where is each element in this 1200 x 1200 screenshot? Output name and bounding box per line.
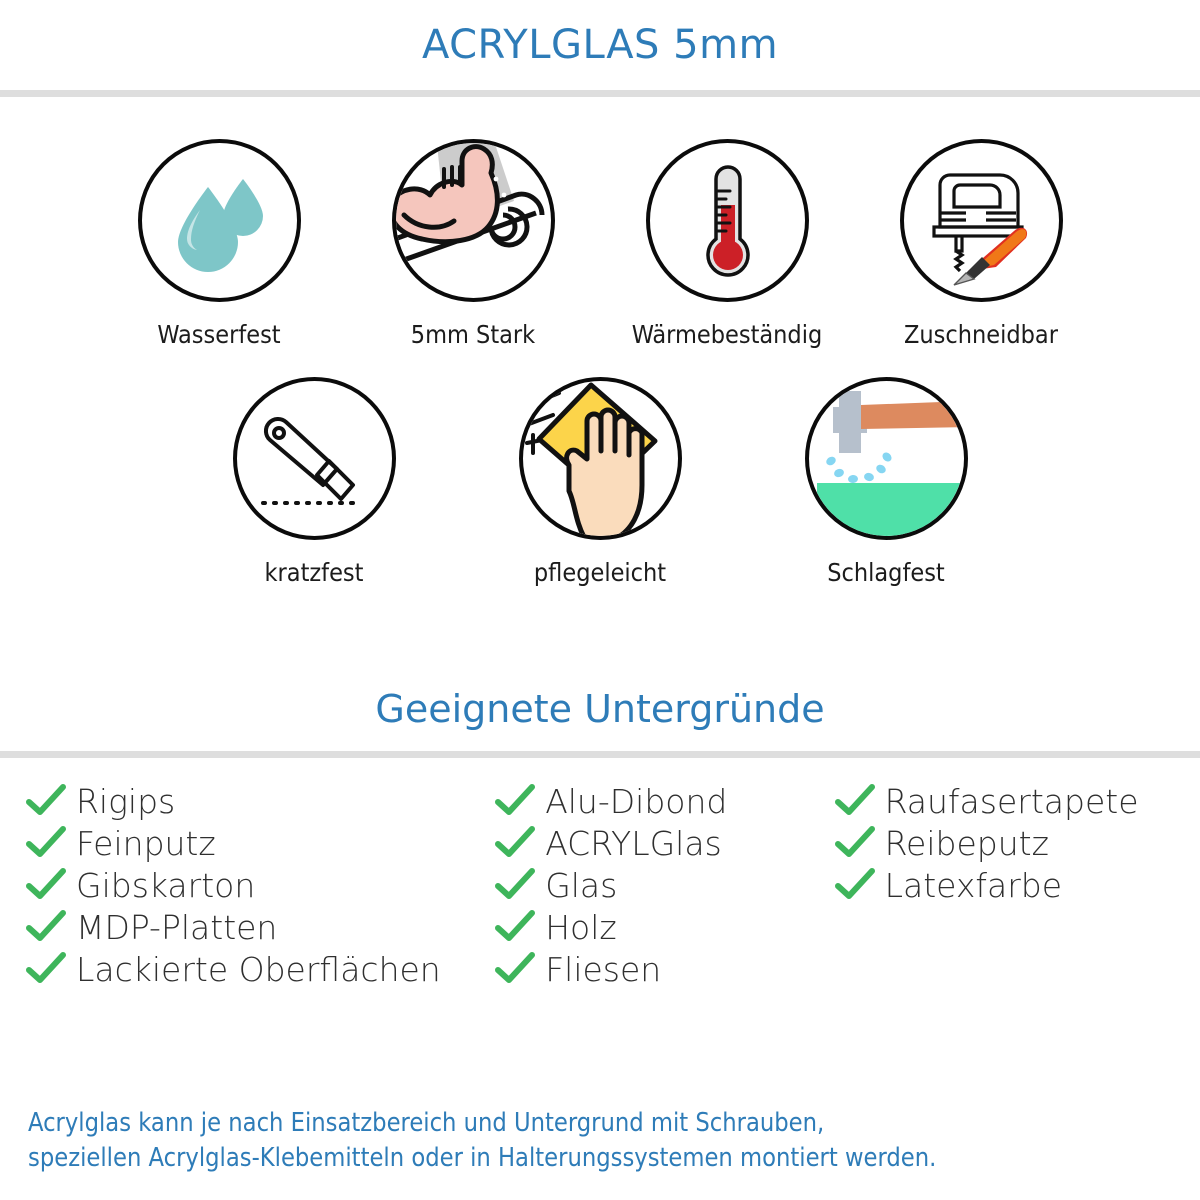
- footer-line-2: speziellen Acrylglas-Klebemitteln oder i…: [28, 1142, 937, 1173]
- check-icon: [834, 784, 875, 815]
- check-icon: [834, 826, 875, 857]
- list-item: Lackierte Oberflächen: [26, 948, 495, 990]
- feature-circle: [899, 139, 1063, 302]
- feature-wasserfest[interactable]: Wasserfest: [121, 139, 317, 349]
- substrates-checklist: Rigips Feinputz Gibskarton MDP-Platten L…: [0, 758, 1200, 990]
- page-title: ACRYLGLAS 5mm: [421, 22, 779, 68]
- list-item-label: Raufasertapete: [884, 781, 1139, 821]
- list-item: Latexfarbe: [834, 864, 1174, 906]
- check-icon: [26, 910, 66, 941]
- feature-circle: [137, 139, 301, 302]
- section-heading: Geeignete Untergründe: [375, 687, 825, 731]
- list-item-label: MDP-Platten: [76, 907, 278, 947]
- substrate-column-1: Rigips Feinputz Gibskarton MDP-Platten L…: [26, 780, 495, 990]
- feature-row-1: Wasserfest: [0, 139, 1200, 349]
- list-item: ACRYLGlas: [495, 822, 834, 864]
- list-item: Glas: [495, 864, 834, 906]
- check-icon: [495, 952, 536, 983]
- list-item: Feinputz: [26, 822, 495, 864]
- feature-label: Wasserfest: [157, 320, 281, 349]
- jigsaw-knife-icon: [931, 173, 1027, 286]
- feature-circle: [518, 377, 682, 540]
- feature-label: pflegeleicht: [533, 558, 667, 587]
- feature-circle: [232, 377, 396, 540]
- feature-label: Schlagfest: [827, 558, 945, 587]
- check-icon: [495, 784, 536, 815]
- list-item-label: Feinputz: [76, 823, 216, 863]
- list-item-label: Holz: [545, 907, 617, 947]
- feature-pflegeleicht[interactable]: pflegeleicht: [502, 377, 698, 587]
- feature-circle: [804, 377, 968, 540]
- cutter-knife-icon: [260, 416, 361, 505]
- list-item-label: Gibskarton: [76, 865, 256, 905]
- check-icon: [495, 910, 536, 941]
- feature-label: Zuschneidbar: [904, 320, 1058, 349]
- list-item-label: Fliesen: [545, 949, 662, 989]
- flexing-arm-icon: [395, 143, 544, 293]
- feature-circle: [391, 139, 555, 302]
- water-drops-icon: [177, 179, 263, 272]
- divider-middle: [0, 751, 1200, 758]
- feature-kratzfest[interactable]: kratzfest: [216, 377, 412, 587]
- list-item-label: Latexfarbe: [884, 865, 1063, 905]
- hammer-impact-icon: [816, 391, 964, 536]
- feature-label: Wärmebeständig: [631, 320, 823, 349]
- feature-waermebestaendig[interactable]: Wärmebeständig: [629, 139, 825, 349]
- section-heading-bar: Geeignete Untergründe: [0, 667, 1200, 751]
- list-item-label: Rigips: [76, 781, 176, 821]
- title-bar: ACRYLGLAS 5mm: [0, 0, 1200, 90]
- feature-schlagfest[interactable]: Schlagfest: [788, 377, 984, 587]
- hand-cloth-icon: [522, 382, 657, 536]
- feature-label: 5mm Stark: [410, 320, 536, 349]
- list-item: Reibeputz: [834, 822, 1174, 864]
- check-icon: [834, 868, 875, 899]
- check-icon: [26, 784, 66, 815]
- list-item: MDP-Platten: [26, 906, 495, 948]
- thermometer-icon: [705, 165, 750, 277]
- list-item: Raufasertapete: [834, 780, 1174, 822]
- list-item: Holz: [495, 906, 834, 948]
- check-icon: [495, 868, 536, 899]
- list-item: Rigips: [26, 780, 495, 822]
- feature-label: kratzfest: [264, 558, 364, 587]
- list-item-label: Lackierte Oberflächen: [76, 949, 441, 989]
- substrate-column-3: Raufasertapete Reibeputz Latexfarbe: [834, 780, 1174, 906]
- feature-zuschneidbar[interactable]: Zuschneidbar: [883, 139, 1079, 349]
- check-icon: [26, 952, 66, 983]
- features-section: Wasserfest: [0, 97, 1200, 587]
- list-item-label: Alu-Dibond: [545, 781, 728, 821]
- footer-line-1: Acrylglas kann je nach Einsatzbereich un…: [28, 1108, 825, 1138]
- check-icon: [26, 868, 66, 899]
- feature-5mm-stark[interactable]: 5mm Stark: [375, 139, 571, 349]
- check-icon: [495, 826, 536, 857]
- feature-circle: [645, 139, 809, 302]
- check-icon: [26, 826, 66, 857]
- footer-note: Acrylglas kann je nach Einsatzbereich un…: [28, 1106, 1190, 1175]
- list-item: Fliesen: [495, 948, 834, 990]
- list-item-label: Reibeputz: [884, 823, 1049, 863]
- list-item: Gibskarton: [26, 864, 495, 906]
- list-item: Alu-Dibond: [495, 780, 834, 822]
- list-item-label: Glas: [545, 865, 618, 905]
- feature-row-2: kratzfest: [0, 377, 1200, 587]
- substrate-column-2: Alu-Dibond ACRYLGlas Glas Holz Fliesen: [495, 780, 834, 990]
- divider-top: [0, 90, 1200, 97]
- list-item-label: ACRYLGlas: [545, 823, 722, 863]
